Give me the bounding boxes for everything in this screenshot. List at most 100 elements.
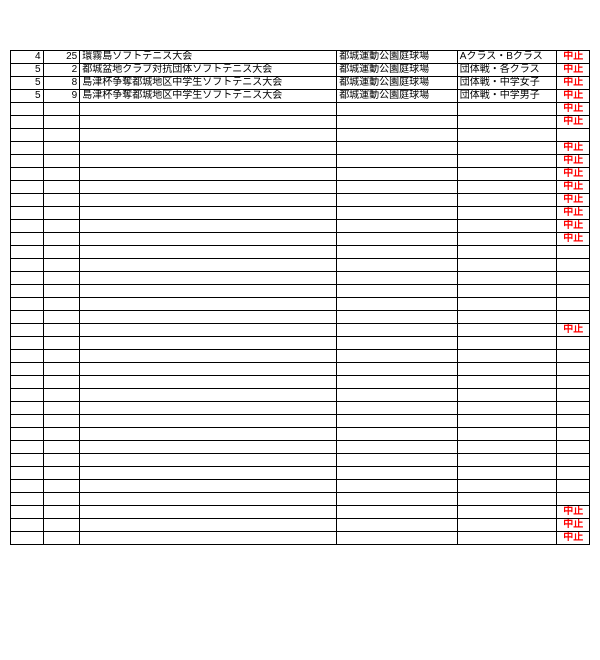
day-cell	[43, 272, 80, 285]
day-cell	[43, 168, 80, 181]
month-cell	[11, 324, 44, 337]
day-cell	[43, 467, 80, 480]
table-row	[11, 376, 590, 389]
day-cell	[43, 324, 80, 337]
venue-cell	[337, 441, 458, 454]
table-row: 中止	[11, 181, 590, 194]
day-cell	[43, 246, 80, 259]
venue-cell	[337, 467, 458, 480]
status-cell: 中止	[557, 142, 590, 155]
table-row: 中止	[11, 194, 590, 207]
month-cell	[11, 402, 44, 415]
status-cell	[557, 480, 590, 493]
table-row	[11, 363, 590, 376]
venue-cell	[337, 259, 458, 272]
month-cell	[11, 454, 44, 467]
status-cell: 中止	[557, 64, 590, 77]
event-cell	[80, 376, 337, 389]
status-cell: 中止	[557, 51, 590, 64]
table-row: 中止	[11, 116, 590, 129]
event-cell	[80, 246, 337, 259]
status-cell	[557, 285, 590, 298]
event-cell	[80, 129, 337, 142]
status-cell	[557, 454, 590, 467]
category-cell	[457, 428, 557, 441]
month-cell	[11, 337, 44, 350]
venue-cell	[337, 454, 458, 467]
table-row: 中止	[11, 155, 590, 168]
category-cell	[457, 233, 557, 246]
month-cell	[11, 259, 44, 272]
status-cell: 中止	[557, 532, 590, 545]
day-cell	[43, 428, 80, 441]
event-cell	[80, 428, 337, 441]
day-cell	[43, 259, 80, 272]
month-cell	[11, 298, 44, 311]
day-cell	[43, 298, 80, 311]
day-cell	[43, 389, 80, 402]
day-cell	[43, 350, 80, 363]
day-cell	[43, 402, 80, 415]
venue-cell	[337, 246, 458, 259]
day-cell	[43, 142, 80, 155]
status-cell	[557, 389, 590, 402]
venue-cell	[337, 480, 458, 493]
status-cell: 中止	[557, 207, 590, 220]
venue-cell	[337, 220, 458, 233]
category-cell	[457, 519, 557, 532]
table-row: 中止	[11, 168, 590, 181]
venue-cell	[337, 272, 458, 285]
month-cell: 5	[11, 77, 44, 90]
category-cell	[457, 246, 557, 259]
month-cell	[11, 155, 44, 168]
category-cell	[457, 493, 557, 506]
category-cell	[457, 142, 557, 155]
venue-cell	[337, 129, 458, 142]
event-cell: 都城盆地クラブ対抗団体ソフトテニス大会	[80, 64, 337, 77]
status-cell: 中止	[557, 220, 590, 233]
category-cell	[457, 298, 557, 311]
event-cell	[80, 350, 337, 363]
day-cell	[43, 506, 80, 519]
day-cell	[43, 493, 80, 506]
category-cell	[457, 116, 557, 129]
day-cell: 25	[43, 51, 80, 64]
venue-cell: 都城運動公園庭球場	[337, 77, 458, 90]
status-cell: 中止	[557, 506, 590, 519]
category-cell	[457, 441, 557, 454]
month-cell	[11, 350, 44, 363]
month-cell	[11, 506, 44, 519]
event-cell	[80, 402, 337, 415]
month-cell	[11, 363, 44, 376]
day-cell	[43, 116, 80, 129]
table-row	[11, 441, 590, 454]
status-cell	[557, 259, 590, 272]
status-cell: 中止	[557, 181, 590, 194]
event-cell	[80, 337, 337, 350]
month-cell	[11, 519, 44, 532]
month-cell	[11, 168, 44, 181]
category-cell	[457, 155, 557, 168]
event-cell	[80, 441, 337, 454]
category-cell	[457, 415, 557, 428]
table-row	[11, 272, 590, 285]
category-cell	[457, 207, 557, 220]
category-cell	[457, 324, 557, 337]
venue-cell	[337, 506, 458, 519]
day-cell: 8	[43, 77, 80, 90]
table-row	[11, 129, 590, 142]
status-cell: 中止	[557, 116, 590, 129]
category-cell	[457, 467, 557, 480]
venue-cell	[337, 415, 458, 428]
status-cell	[557, 467, 590, 480]
table-row	[11, 285, 590, 298]
table-row: 425環霧島ソフトテニス大会都城運動公園庭球場Aクラス・Bクラス中止	[11, 51, 590, 64]
category-cell: 団体戦・中学男子	[457, 90, 557, 103]
table-row	[11, 467, 590, 480]
table-row: 59島津杯争奪都城地区中学生ソフトテニス大会都城運動公園庭球場団体戦・中学男子中…	[11, 90, 590, 103]
day-cell	[43, 532, 80, 545]
status-cell	[557, 402, 590, 415]
month-cell	[11, 311, 44, 324]
table-row	[11, 337, 590, 350]
table-row	[11, 259, 590, 272]
